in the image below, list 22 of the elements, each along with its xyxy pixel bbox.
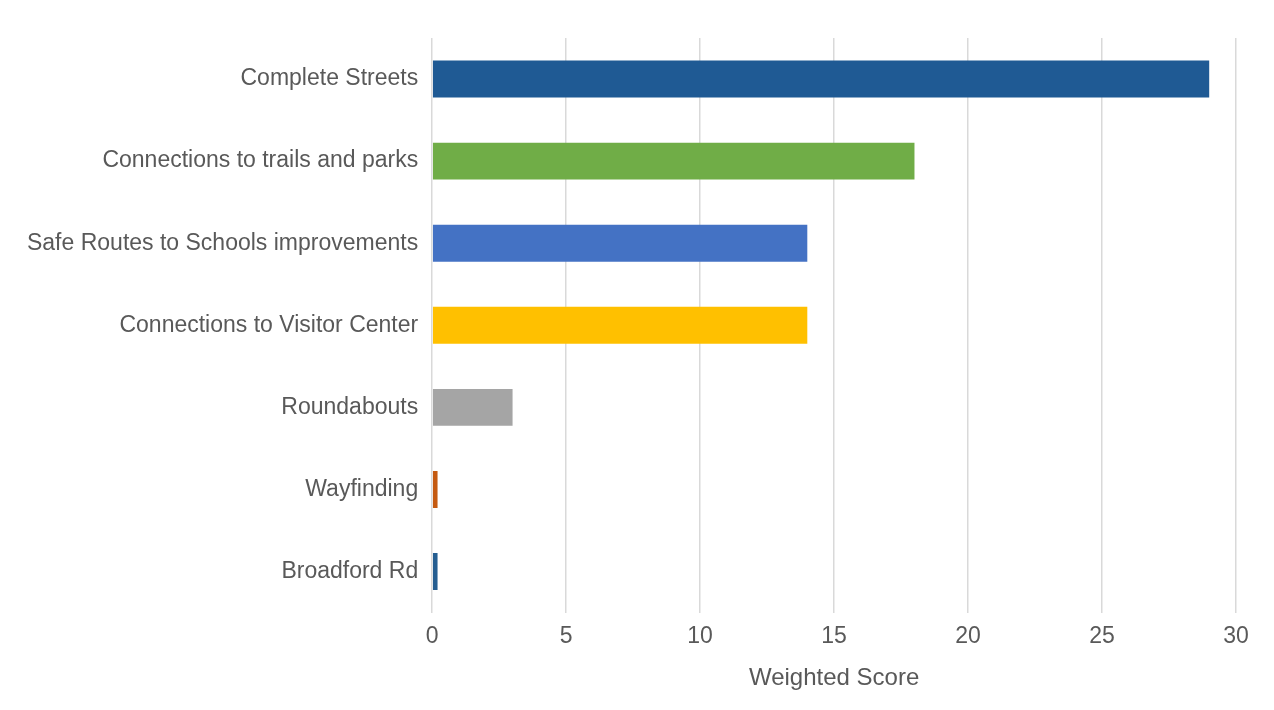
- x-tick-label: 15: [821, 621, 847, 648]
- y-tick-label: Broadford Rd: [281, 556, 419, 583]
- bar: [432, 471, 438, 508]
- x-tick-label: 0: [425, 621, 439, 648]
- x-tick-label: 5: [559, 621, 573, 648]
- x-tick-label: 30: [1223, 621, 1249, 648]
- x-tick-label: 20: [955, 621, 981, 648]
- y-tick-label: Roundabouts: [281, 392, 419, 419]
- y-tick-label: Complete Streets: [240, 64, 419, 91]
- bar: [432, 553, 438, 591]
- y-tick-label: Connections to Visitor Center: [119, 310, 419, 337]
- x-tick-label: 10: [687, 621, 713, 648]
- bar: [432, 60, 1210, 98]
- x-tick-label: 25: [1089, 621, 1115, 648]
- bar: [432, 142, 915, 180]
- y-tick-label: Safe Routes to Schools improvements: [26, 228, 419, 255]
- bar: [432, 388, 513, 426]
- y-tick-label: Wayfinding: [305, 474, 419, 501]
- x-axis-title: Weighted Score: [748, 663, 920, 691]
- y-tick-label: Connections to trails and parks: [102, 146, 419, 173]
- bar: [432, 306, 808, 344]
- bar: [432, 224, 808, 262]
